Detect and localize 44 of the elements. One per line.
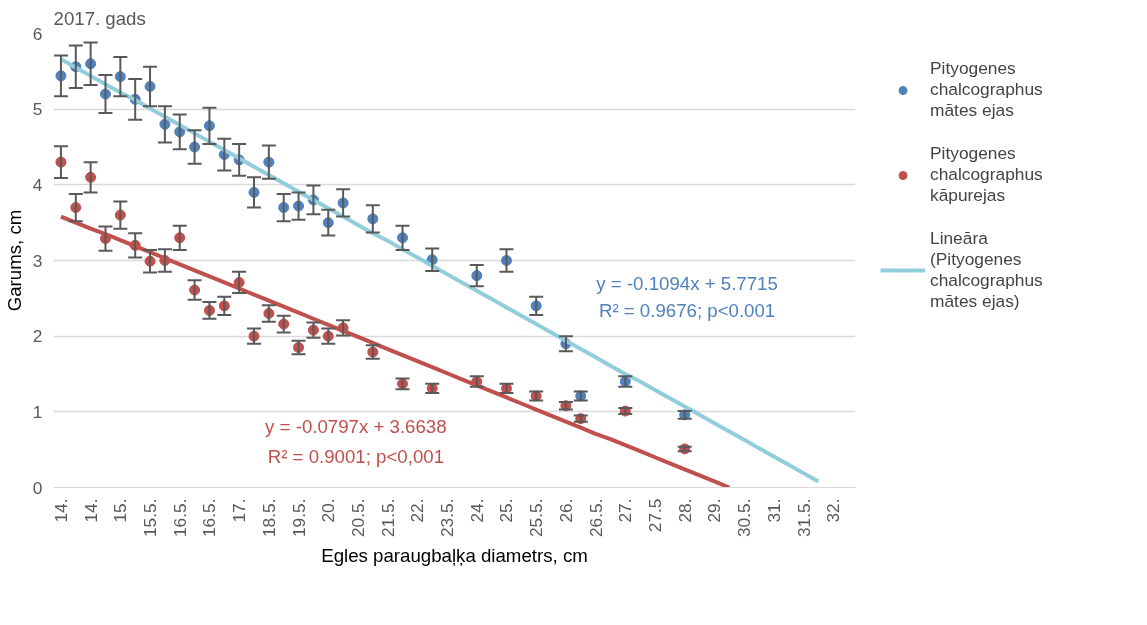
x-tick-label: 15.5. <box>140 498 161 538</box>
x-tick-label: 28. <box>674 498 695 523</box>
x-tick-label: 20. <box>318 498 339 523</box>
x-tick-label: 25. <box>496 498 517 523</box>
legend-label: Lineāra (Pityogenes chalcographus mātes ejas) <box>930 228 1043 312</box>
x-tick-label: 26. <box>555 498 576 523</box>
annotation: y = -0.0797x + 3.6638 <box>265 416 447 438</box>
x-tick-label: 17. <box>229 498 250 523</box>
x-tick-label: 16.5. <box>169 498 190 538</box>
y-tick-label: 2 <box>32 326 43 347</box>
x-tick-label: 26.5. <box>585 498 606 538</box>
y-axis-title: Garums, cm <box>3 209 25 312</box>
x-axis-title: Egles paraugbaļķa diametrs, cm <box>321 545 588 567</box>
annotation: R² = 0.9001; p<0,001 <box>267 446 445 468</box>
y-tick-label: 3 <box>32 250 43 271</box>
annotation: R² = 0.9676; p<0.001 <box>598 299 776 321</box>
y-tick-label: 6 <box>32 23 43 44</box>
x-tick-label: 21.5. <box>377 498 398 538</box>
x-tick-label: 25.5. <box>526 498 547 538</box>
x-tick-label: 27.5 <box>645 498 665 533</box>
x-tick-label: 32. <box>823 498 844 523</box>
x-tick-label: 30.5. <box>734 498 755 538</box>
legend-label: Pityogenes chalcographus kāpurejas <box>930 143 1043 206</box>
y-tick-label: 5 <box>32 99 43 120</box>
y-tick-label: 4 <box>32 174 43 195</box>
x-tick-label: 24. <box>466 498 487 523</box>
x-tick-label: 14. <box>80 498 101 523</box>
y-tick-label: 1 <box>32 401 43 422</box>
x-tick-label: 22. <box>407 498 428 523</box>
x-tick-label: 18.5. <box>258 498 279 538</box>
x-tick-label: 27. <box>615 498 636 523</box>
x-tick-label: 15. <box>110 498 131 523</box>
x-tick-label: 14. <box>50 498 71 523</box>
chart-title: 2017. gads <box>53 7 146 29</box>
x-tick-label: 23.5. <box>437 498 458 538</box>
x-tick-label: 29. <box>704 498 725 523</box>
annotation: y = -0.1094x + 5.7715 <box>596 272 778 294</box>
legend-label: Pityogenes chalcographus mātes ejas <box>930 58 1043 121</box>
x-tick-label: 31.5. <box>793 498 814 538</box>
x-tick-label: 19.5. <box>288 498 309 538</box>
x-tick-label: 16.5. <box>199 498 220 538</box>
x-tick-label: 20.5. <box>347 498 368 538</box>
x-tick-label: 31. <box>763 498 784 523</box>
y-tick-label: 0 <box>32 477 43 498</box>
